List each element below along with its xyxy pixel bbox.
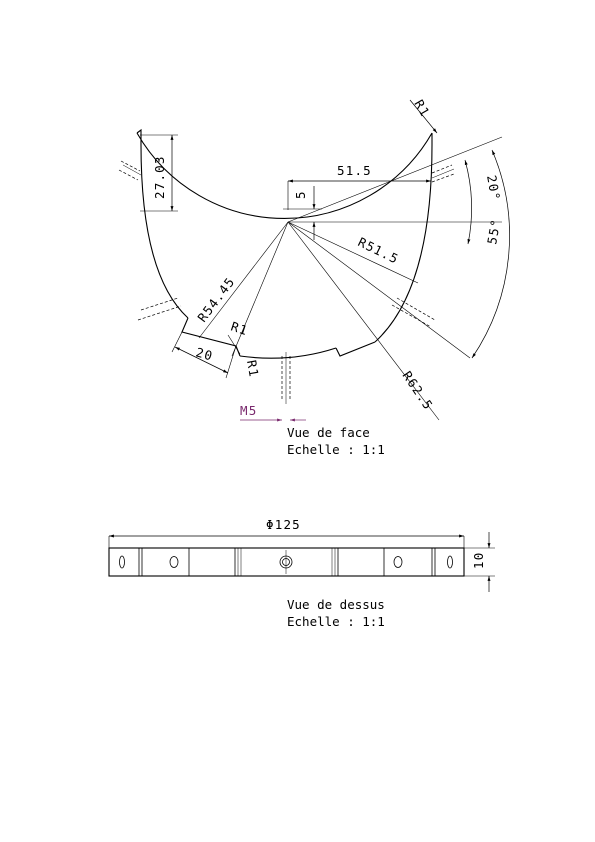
construction-lines	[198, 136, 503, 421]
dim-r62-5-text: R62.5	[400, 368, 437, 413]
dim-r1-left: R1	[227, 319, 250, 355]
outer-arc	[136, 132, 433, 219]
dim-r1-bottom: R1	[244, 359, 262, 379]
dim-r1-left-text: R1	[229, 319, 250, 339]
top-view-title: Vue de dessus	[287, 597, 385, 612]
hole-left-outer	[119, 555, 125, 569]
dim-m5-thread: M5	[240, 403, 306, 422]
top-view-body	[108, 547, 465, 577]
dim-51-5-text: 51.5	[337, 163, 372, 178]
dim-51-5: 51.5	[287, 163, 431, 210]
bottom-inner-arc	[239, 347, 337, 359]
dim-20-text: 20	[194, 344, 215, 363]
hole-right-outer	[447, 555, 453, 569]
dim-r1-top: R1	[409, 97, 438, 134]
left-inner-arc	[140, 144, 189, 319]
hole-right-inner	[393, 556, 403, 568]
dim-5: 5	[293, 186, 316, 240]
part-outline	[136, 128, 433, 359]
front-view-scale: Echelle : 1:1	[287, 442, 385, 457]
dim-angle-55: 55°	[471, 149, 510, 359]
dim-r51-5: R51.5	[356, 234, 402, 267]
hole-left-inner	[169, 556, 179, 568]
dim-height-10-text: 10	[471, 552, 486, 569]
dim-5-text: 5	[293, 190, 308, 199]
dim-diameter-125-text: Φ125	[266, 517, 301, 532]
dim-27-03: 27.03	[140, 134, 178, 212]
top-view-scale: Echelle : 1:1	[287, 614, 385, 629]
dim-diameter-125: Φ125	[108, 517, 465, 549]
dim-20: 20	[171, 331, 237, 379]
hole-hidden-lines	[118, 160, 455, 400]
dim-height-10: 10	[464, 532, 495, 592]
dim-angle-55-text: 55°	[484, 217, 503, 245]
top-view-dividers	[138, 548, 436, 576]
front-view-title: Vue de face	[287, 425, 370, 440]
right-notch	[335, 341, 376, 357]
front-view: R1 51.5 27.03 5 R51.5 R54.45	[118, 97, 510, 457]
dim-r1-top-text: R1	[411, 97, 433, 120]
dim-r51-5-text: R51.5	[356, 234, 402, 267]
dim-r62-5: R62.5	[400, 368, 437, 413]
dim-angle-20-text: 20°	[484, 174, 503, 202]
right-inner-arc	[374, 144, 433, 343]
dim-r54-45-text: R54.45	[194, 274, 237, 325]
dim-r54-45: R54.45	[194, 274, 237, 325]
hole-center-lines	[122, 164, 455, 404]
left-end-cap	[136, 128, 142, 145]
top-view: Φ125	[108, 517, 495, 629]
dim-r1-bottom-text: R1	[244, 359, 262, 379]
dim-m5-text: M5	[240, 403, 257, 418]
dim-27-03-text: 27.03	[152, 155, 167, 199]
